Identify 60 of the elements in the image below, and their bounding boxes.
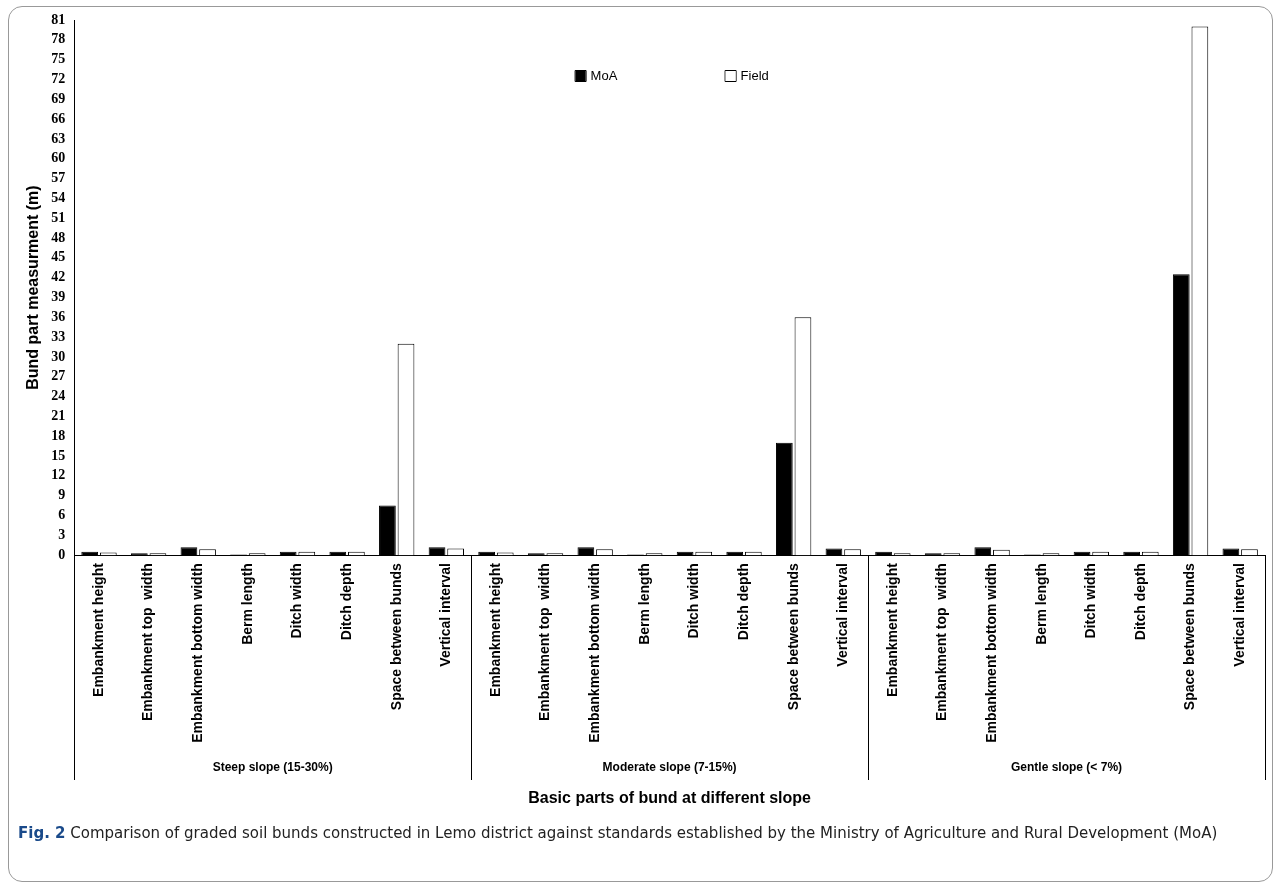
- x-tick-label: Space between bunds: [387, 562, 404, 711]
- x-tick-label: Space between bunds: [1181, 562, 1198, 711]
- text: Steep slope (15-30%): [212, 760, 333, 775]
- caption: Fig. 2 Comparison of graded soil bunds constructed in Lemo district against standards established by the Ministry of Agriculture and Rural Development (MoA): [18, 823, 1219, 844]
- x-tick-label: Ditch depth: [337, 563, 354, 641]
- y-tick-label: 12: [51, 467, 66, 483]
- y-tick-label: 3: [58, 526, 66, 542]
- x-tick-label: Vertical interval: [1231, 563, 1248, 667]
- y-tick-label: 21: [51, 408, 66, 424]
- x-tick-label: Embankment bottom width: [982, 563, 999, 743]
- x-tick-label: Berm length: [1032, 563, 1049, 645]
- x-tick-label: Ditch width: [288, 563, 305, 639]
- y-tick-label: 57: [51, 170, 66, 186]
- x-tick-label: Embankment height: [486, 562, 503, 697]
- x-tick-label: Embankment bottom width: [189, 563, 206, 743]
- y-tick-label: 63: [51, 130, 66, 146]
- x-axis-title: Basic parts of bund at different slope: [528, 788, 812, 806]
- y-tick-label: 33: [51, 328, 66, 344]
- x-tick-label: Berm length: [238, 563, 255, 645]
- x-tick-label: Space between bunds: [784, 562, 801, 711]
- legend-label: Field: [740, 67, 769, 83]
- x-tick-label: Ditch depth: [1131, 563, 1148, 641]
- y-tick-label: 24: [51, 388, 66, 404]
- y-tick-label: 6: [58, 507, 66, 523]
- y-tick-label: 18: [51, 427, 66, 443]
- x-tick-label: Embankment height: [883, 562, 900, 697]
- y-tick-label: 15: [51, 447, 66, 463]
- x-tick-label: Ditch width: [685, 563, 702, 639]
- y-tick-label: 69: [51, 90, 66, 106]
- x-tick-label: Berm length: [635, 563, 652, 645]
- y-axis-title: Bund part measurment (m): [24, 185, 42, 390]
- y-tick-label: 75: [51, 51, 66, 67]
- x-tick-label: Embankment bottom width: [586, 563, 603, 743]
- y-tick-label: 81: [51, 11, 66, 27]
- x-tick-label: Embankment top width: [933, 563, 950, 722]
- y-tick-label: 78: [51, 31, 66, 47]
- y-tick-label: 9: [58, 487, 66, 503]
- y-tick-label: 48: [51, 229, 66, 245]
- x-tick-label: Embankment height: [89, 562, 106, 697]
- y-tick-label: 60: [51, 150, 66, 166]
- x-tick-label: Embankment top width: [139, 563, 156, 722]
- y-tick-label: 36: [51, 308, 66, 324]
- y-tick-label: 39: [51, 289, 66, 305]
- y-tick-label: 30: [51, 348, 66, 364]
- y-tick-label: 45: [51, 249, 66, 265]
- x-tick-label: Ditch width: [1082, 563, 1099, 639]
- y-tick-label: 27: [51, 368, 66, 384]
- x-tick-label: Embankment top width: [536, 563, 553, 722]
- text: Gentle slope (< 7%): [1011, 760, 1123, 775]
- x-tick-label: Ditch depth: [734, 563, 751, 641]
- y-tick-label: 0: [58, 546, 66, 562]
- legend-label: MoA: [590, 67, 618, 83]
- y-tick-label: 54: [51, 189, 66, 205]
- x-tick-label: Vertical interval: [437, 563, 454, 667]
- text: Moderate slope (7-15%): [602, 760, 737, 775]
- x-tick-label: Vertical interval: [834, 563, 851, 667]
- y-tick-label: 51: [51, 209, 66, 225]
- y-tick-label: 66: [51, 110, 66, 126]
- y-tick-label: 42: [51, 269, 66, 285]
- y-tick-label: 72: [51, 71, 66, 87]
